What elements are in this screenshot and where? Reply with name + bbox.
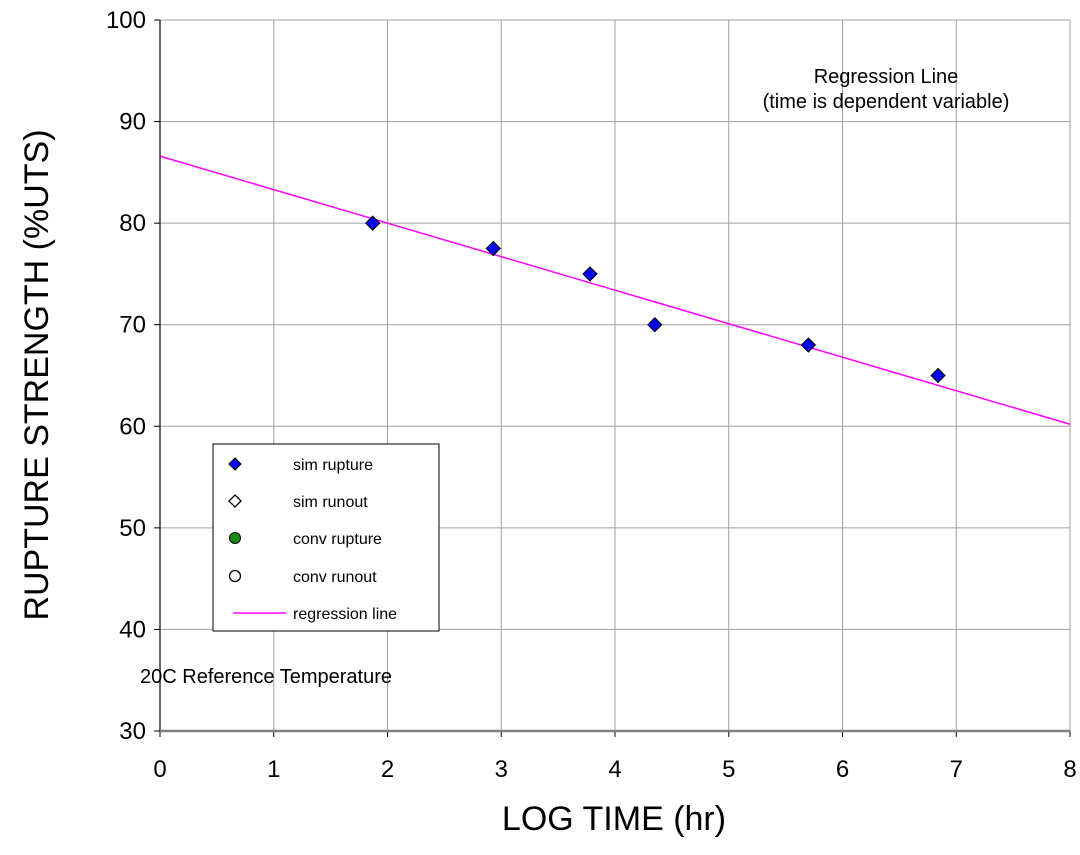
legend-sim-rupture-label: sim rupture: [293, 457, 373, 474]
x-tick-label: 1: [267, 756, 280, 783]
x-tick-labels: 0 1 2 3 4 5 6 7 8: [153, 756, 1076, 783]
x-tick-label: 7: [950, 756, 963, 783]
legend-box: [212, 443, 440, 632]
x-tick-label: 5: [722, 756, 735, 783]
legend-sim-runout-marker: [228, 494, 242, 508]
sim-rupture-point: [800, 337, 817, 353]
x-tick-label: 4: [608, 756, 621, 783]
sim-rupture-point: [582, 266, 598, 282]
y-axis-title: RUPTURE STRENGTH (%UTS): [18, 129, 56, 620]
legend-sim-runout-label: sim runout: [293, 494, 368, 511]
regression-line: [159, 155, 1071, 425]
x-tick-label: 3: [495, 756, 508, 783]
legend-item-conv-runout: conv runout: [228, 569, 377, 586]
data-points: [365, 215, 946, 384]
legend-item-conv-rupture: conv rupture: [229, 531, 382, 548]
y-tick-label: 90: [119, 109, 146, 136]
y-tick-labels: 30 40 50 60 70 80 90 100: [106, 7, 146, 745]
x-tick-label: 0: [153, 756, 166, 783]
regression-layer: [159, 155, 1071, 425]
y-tick-label: 40: [119, 616, 146, 643]
x-tick-label: 8: [1063, 756, 1076, 783]
annotation-regression-subtitle: (time is dependent variable): [763, 91, 1010, 113]
y-tick-label: 60: [119, 413, 146, 440]
axes: [154, 19, 1071, 737]
y-tick-label: 70: [119, 312, 146, 339]
legend-item-sim-runout: sim runout: [228, 494, 368, 511]
sim-rupture-point: [365, 215, 381, 231]
legend-regression-line-label: regression line: [293, 606, 397, 623]
sim-rupture-point: [485, 240, 501, 257]
y-tick-label: 100: [106, 7, 146, 34]
sim-rupture-point: [647, 317, 663, 333]
legend-conv-runout-label: conv runout: [293, 569, 377, 586]
legend: sim rupture sim runout conv rupture conv…: [212, 443, 440, 632]
x-tick-label: 6: [836, 756, 849, 783]
y-tick-label: 30: [119, 718, 146, 745]
y-tick-label: 80: [119, 210, 146, 237]
x-tick-label: 2: [381, 756, 394, 783]
y-tick-label: 50: [119, 515, 146, 542]
legend-item-regression-line: regression line: [233, 606, 397, 623]
legend-item-sim-rupture: sim rupture: [228, 457, 373, 474]
grid-lines: [160, 19, 1071, 731]
legend-sim-rupture-marker: [228, 457, 242, 471]
legend-conv-rupture-marker: [229, 532, 241, 544]
annotation-reference-temperature: 20C Reference Temperature: [140, 666, 392, 688]
x-axis-title: LOG TIME (hr): [502, 800, 726, 838]
legend-conv-runout-marker: [228, 569, 242, 583]
sim-rupture-point: [930, 367, 946, 384]
annotation-regression-title: Regression Line: [814, 66, 959, 88]
legend-conv-rupture-label: conv rupture: [293, 531, 382, 548]
